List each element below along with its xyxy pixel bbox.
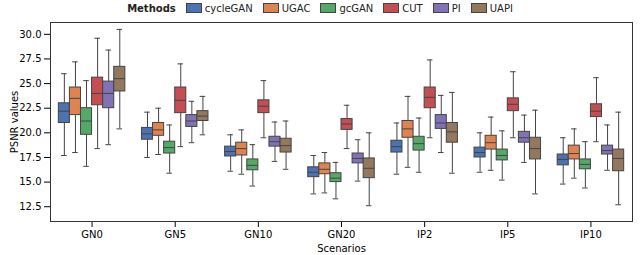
html-text:Methods: Methods: [127, 2, 176, 14]
svg-text:30.0: 30.0: [19, 29, 41, 40]
svg-text:IP2: IP2: [417, 229, 432, 240]
html-text:UAPI: UAPI: [489, 2, 513, 14]
svg-text:GN0: GN0: [81, 229, 103, 240]
svg-text:22.5: 22.5: [19, 102, 41, 113]
svg-text:IP5: IP5: [500, 229, 515, 240]
svg-text:27.5: 27.5: [19, 53, 41, 64]
svg-text:Scenarios: Scenarios: [317, 243, 366, 254]
svg-text:IP10: IP10: [580, 229, 602, 240]
svg-text:20.0: 20.0: [19, 127, 41, 138]
html-text:UGAC: UGAC: [281, 2, 311, 14]
html-text:PI: PI: [451, 2, 461, 14]
html-text:CUT: CUT: [402, 2, 423, 14]
svg-text:15.0: 15.0: [19, 176, 41, 187]
svg-text:GN10: GN10: [244, 229, 272, 240]
html-text:cycleGAN: cycleGAN: [204, 2, 253, 14]
html-text:gcGAN: gcGAN: [339, 2, 374, 14]
svg-text:PSNR values: PSNR values: [9, 91, 20, 154]
svg-text:GN20: GN20: [328, 229, 356, 240]
svg-text:12.5: 12.5: [19, 201, 41, 212]
svg-text:GN5: GN5: [164, 229, 186, 240]
svg-text:25.0: 25.0: [19, 78, 41, 89]
svg-text:17.5: 17.5: [19, 152, 41, 163]
